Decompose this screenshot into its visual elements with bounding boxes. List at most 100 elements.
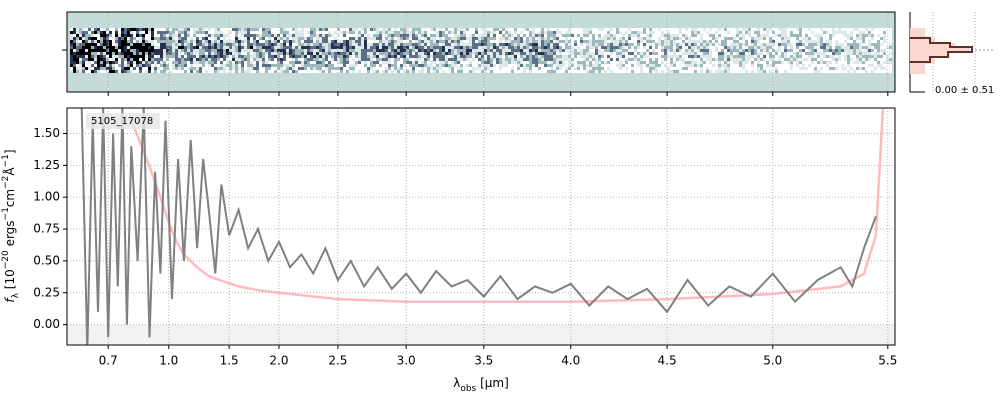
pixel [586,52,589,55]
pixel [490,28,493,31]
pixel [430,28,433,31]
pixel [115,43,118,46]
pixel [856,46,859,49]
pixel [673,58,676,61]
pixel [586,64,589,67]
pixel [154,34,157,37]
pixel [544,52,547,55]
pixel [121,55,124,58]
pixel [355,67,358,70]
pixel [640,64,643,67]
pixel [289,49,292,52]
pixel [175,55,178,58]
pixel [250,61,253,64]
pixel [520,70,523,73]
pixel [694,31,697,34]
pixel [877,64,880,67]
pixel [406,52,409,55]
pixel [619,37,622,40]
pixel [577,31,580,34]
pixel [820,58,823,61]
pixel [595,70,598,73]
pixel [784,40,787,43]
pixel [220,70,223,73]
pixel [463,40,466,43]
pixel [868,46,871,49]
pixel [694,64,697,67]
pixel [862,37,865,40]
pixel [133,55,136,58]
pixel [625,49,628,52]
pixel [100,31,103,34]
pixel [403,58,406,61]
pixel [217,67,220,70]
pixel [142,49,145,52]
pixel [535,49,538,52]
pixel [304,67,307,70]
pixel [82,70,85,73]
pixel [586,40,589,43]
pixel [616,46,619,49]
pixel [703,70,706,73]
pixel [112,49,115,52]
pixel [709,49,712,52]
pixel [460,70,463,73]
pixel [214,49,217,52]
pixel [262,28,265,31]
pixel [328,37,331,40]
pixel [649,49,652,52]
pixel [763,43,766,46]
pixel [514,43,517,46]
pixel [631,67,634,70]
pixel [814,52,817,55]
pixel [646,37,649,40]
pixel [592,37,595,40]
pixel [457,43,460,46]
pixel [760,70,763,73]
pixel [460,34,463,37]
pixel [751,46,754,49]
pixel [145,34,148,37]
pixel [238,37,241,40]
pixel [877,67,880,70]
pixel [526,37,529,40]
pixel [583,61,586,64]
pixel [427,43,430,46]
pixel [784,52,787,55]
pixel [334,70,337,73]
pixel [718,46,721,49]
pixel [358,34,361,37]
pixel [742,64,745,67]
pixel [742,37,745,40]
pixel [538,40,541,43]
pixel [340,31,343,34]
plot-frame [66,107,896,346]
pixel [364,64,367,67]
pixel [841,61,844,64]
pixel [289,55,292,58]
pixel [121,58,124,61]
pixel [868,49,871,52]
pixel [718,52,721,55]
pixel [820,34,823,37]
pixel [208,37,211,40]
pixel [349,37,352,40]
pixel [133,28,136,31]
pixel [721,61,724,64]
pixel [454,34,457,37]
pixel [793,40,796,43]
pixel [334,49,337,52]
pixel [322,55,325,58]
pixel [610,28,613,31]
pixel [175,61,178,64]
pixel [832,43,835,46]
pixel [709,64,712,67]
pixel [355,43,358,46]
pixel [658,28,661,31]
pixel [760,55,763,58]
pixel [646,43,649,46]
pixel [280,52,283,55]
pixel [142,61,145,64]
pixel [439,52,442,55]
pixel [835,61,838,64]
